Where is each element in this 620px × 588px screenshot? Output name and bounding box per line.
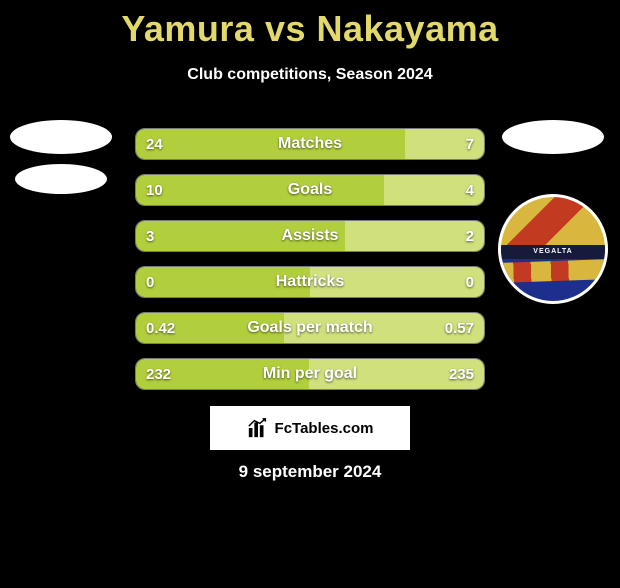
stat-row-goals: Goals104	[135, 174, 485, 206]
stat-bar-right	[309, 359, 484, 389]
stat-bar-left	[136, 267, 310, 297]
right-player-column: VEGALTA	[498, 120, 608, 304]
left-player-badge-2	[15, 164, 107, 194]
stat-bar-left	[136, 313, 284, 343]
stat-bar-right	[310, 267, 484, 297]
page-title: Yamura vs Nakayama	[0, 8, 620, 50]
stat-bar-left	[136, 129, 405, 159]
stats-bars: Matches247 Goals104 Assists32 Hattricks00 Go…	[135, 128, 485, 390]
stat-row-assists: Assists32	[135, 220, 485, 252]
branding-panel: FcTables.com	[210, 406, 410, 450]
chart-icon	[247, 417, 269, 439]
stat-bar-right	[345, 221, 484, 251]
stat-row-min-per-goal: Min per goal232235	[135, 358, 485, 390]
subtitle: Club competitions, Season 2024	[0, 66, 620, 84]
stat-bar-left	[136, 359, 309, 389]
crest-top	[501, 197, 605, 247]
stat-bar-left	[136, 175, 384, 205]
right-club-crest: VEGALTA	[498, 194, 608, 304]
stat-row-matches: Matches247	[135, 128, 485, 160]
branding-label: FcTables.com	[275, 420, 374, 437]
left-player-column	[6, 120, 116, 194]
generated-date: 9 september 2024	[0, 462, 620, 482]
stat-bar-right	[284, 313, 484, 343]
left-player-badge-1	[10, 120, 112, 154]
right-player-badge-1	[502, 120, 604, 154]
stat-row-goals-per-match: Goals per match0.420.57	[135, 312, 485, 344]
stat-bar-right	[384, 175, 484, 205]
crest-band-text: VEGALTA	[498, 245, 608, 259]
stat-bar-right	[405, 129, 484, 159]
stat-row-hattricks: Hattricks00	[135, 266, 485, 298]
stat-bar-left	[136, 221, 345, 251]
